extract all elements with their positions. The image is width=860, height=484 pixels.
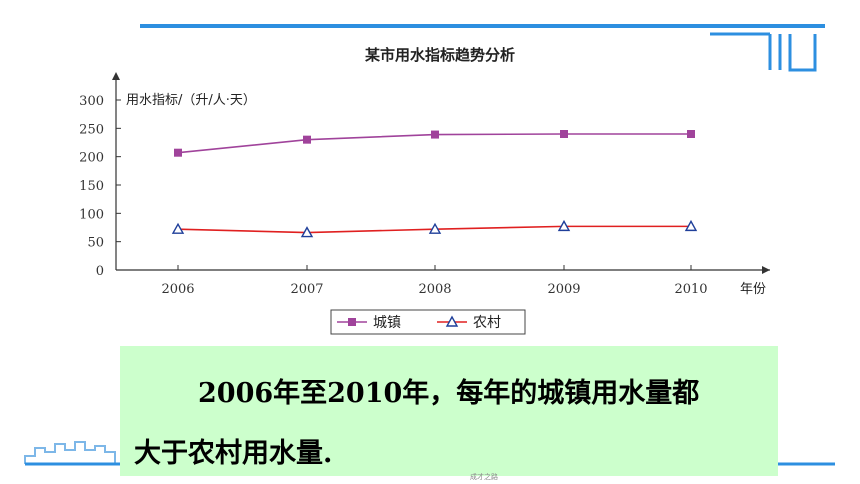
- conclusion-text-1: 2006年至2010年，每年的城镇用水量都: [198, 378, 700, 409]
- legend-label: 城镇: [373, 315, 401, 331]
- y-tick-label: 150: [79, 179, 104, 194]
- x-tick-label: 2006: [161, 282, 194, 297]
- x-axis-arrow: [762, 266, 770, 274]
- series-1: [174, 130, 695, 157]
- data-point-square: [174, 148, 182, 157]
- series-layer: [171, 130, 698, 238]
- x-tick-label: 2007: [290, 282, 323, 297]
- y-axis-arrow: [112, 72, 120, 80]
- data-point-square: [560, 130, 568, 138]
- conclusion-text-2: 大于农村用水量.: [134, 438, 333, 469]
- x-tick-label: 2008: [418, 282, 451, 297]
- data-point-triangle: [445, 315, 459, 327]
- x-axis-label: 年份: [740, 282, 766, 297]
- y-tick-label: 0: [96, 264, 104, 279]
- chart-title: 某市用水指标趋势分析: [365, 46, 515, 64]
- footer-text: 成才之路: [470, 473, 498, 481]
- data-point-triangle: [171, 222, 185, 234]
- y-tick-labels: 0 50 100 150 200 250 300: [79, 94, 104, 279]
- conclusion-callout: 2006年至2010年，每年的城镇用水量都 大于农村用水量.: [120, 346, 778, 476]
- x-tick-labels: 2006 2007 2008 2009 2010: [161, 282, 707, 297]
- y-axis-label: 用水指标/（升/人·天）: [126, 93, 256, 108]
- y-tick-label: 250: [79, 122, 104, 137]
- data-point-triangle: [428, 222, 442, 234]
- data-point-triangle: [557, 219, 571, 232]
- axes: [112, 72, 770, 274]
- y-tick-label: 200: [79, 151, 104, 166]
- data-point-square: [303, 135, 311, 144]
- data-point-square: [348, 318, 356, 326]
- y-tick-label: 300: [79, 94, 104, 109]
- legend: 城镇 农村: [330, 309, 526, 335]
- data-point-triangle: [684, 219, 698, 232]
- data-point-square: [431, 130, 439, 139]
- data-point-triangle: [300, 226, 314, 238]
- legend-label: 农村: [473, 315, 501, 331]
- legend-item: 城镇: [337, 315, 401, 331]
- series-2: [171, 219, 698, 238]
- y-tick-label: 100: [79, 207, 104, 222]
- corner-ornament: [710, 32, 817, 72]
- legend-item: 农村: [437, 315, 501, 331]
- conclusion-line-2: 大于农村用水量.: [134, 424, 764, 484]
- conclusion-line-1: 2006年至2010年，每年的城镇用水量都: [134, 364, 764, 424]
- x-tick-label: 2009: [547, 282, 580, 297]
- data-point-square: [687, 130, 695, 138]
- x-tick-label: 2010: [674, 282, 707, 297]
- city-skyline-graphic: [24, 441, 116, 464]
- y-tick-label: 50: [87, 236, 104, 251]
